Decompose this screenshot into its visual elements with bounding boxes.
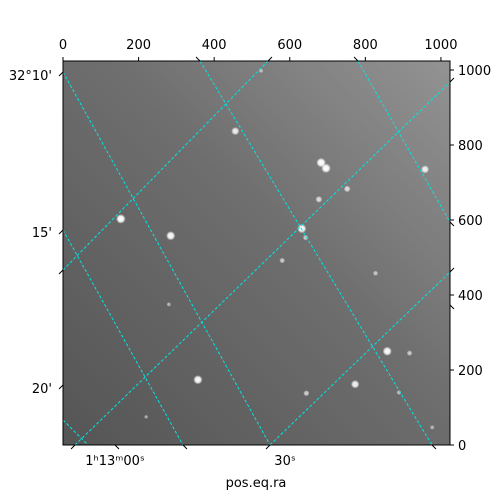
source-18 bbox=[429, 425, 435, 430]
world-tick-mark-6 bbox=[182, 444, 188, 450]
world-tick-mark-4 bbox=[70, 444, 76, 450]
world-tick-mark-3 bbox=[58, 384, 64, 390]
source-0 bbox=[116, 214, 126, 224]
world-tick-mark-15 bbox=[431, 444, 437, 450]
world-tick-mark-1 bbox=[58, 229, 64, 235]
source-8 bbox=[420, 165, 430, 174]
y-right-tick-label-5: 1000 bbox=[458, 64, 491, 79]
world-tick-mark-0 bbox=[58, 71, 64, 77]
source-14 bbox=[350, 379, 360, 389]
world-tick-mark-9 bbox=[267, 56, 273, 62]
world-tick-mark-10 bbox=[353, 56, 359, 62]
y-right-tick-label-0: 0 bbox=[458, 439, 466, 454]
world-tick-mark-7 bbox=[265, 444, 271, 450]
source-21 bbox=[144, 414, 149, 419]
source-17 bbox=[396, 390, 402, 395]
ra-tick-label-0: 1ʰ13ᵐ00ˢ bbox=[85, 454, 145, 469]
grid-line-4 bbox=[63, 61, 269, 271]
source-10 bbox=[302, 234, 309, 241]
grid-line-5 bbox=[74, 81, 450, 445]
grid-line-7 bbox=[63, 419, 89, 445]
grid-line-3 bbox=[357, 61, 450, 223]
grid-line-6 bbox=[269, 271, 450, 445]
world-tick-mark-8 bbox=[195, 56, 201, 62]
y-right-tick-label-1: 200 bbox=[458, 364, 483, 379]
grid-line-1 bbox=[63, 229, 184, 445]
ra-tick-label-1: 30ˢ bbox=[274, 454, 296, 469]
source-15 bbox=[193, 375, 203, 385]
dec-tick-label-2: 20' bbox=[32, 382, 52, 397]
source-9 bbox=[279, 257, 286, 264]
source-13 bbox=[406, 350, 413, 356]
source-19 bbox=[166, 302, 172, 307]
world-tick-mark-2 bbox=[58, 269, 64, 275]
source-layer bbox=[116, 68, 435, 430]
source-1 bbox=[166, 231, 176, 241]
source-4 bbox=[321, 163, 331, 174]
source-7 bbox=[343, 185, 351, 193]
world-tick-mark-14 bbox=[449, 304, 455, 310]
x-top-tick-label-1: 200 bbox=[126, 38, 151, 53]
source-2 bbox=[231, 127, 240, 136]
x-top-tick-label-5: 1000 bbox=[424, 38, 457, 53]
dec-tick-label-1: 15' bbox=[32, 226, 52, 241]
source-12 bbox=[382, 346, 392, 356]
x-axis-title: pos.eq.ra bbox=[226, 476, 287, 491]
grid-line-0 bbox=[63, 71, 271, 445]
source-6 bbox=[315, 196, 323, 203]
y-right-tick-label-4: 800 bbox=[458, 139, 483, 154]
source-11 bbox=[372, 270, 379, 276]
x-top-tick-label-4: 800 bbox=[353, 38, 378, 53]
coordinate-grid bbox=[63, 61, 450, 445]
world-tick-mark-5 bbox=[114, 444, 120, 450]
world-tick-mark-11 bbox=[449, 77, 455, 83]
y-right-tick-label-2: 400 bbox=[458, 289, 483, 304]
x-top-tick-label-2: 400 bbox=[202, 38, 227, 53]
plot-frame bbox=[62, 60, 451, 446]
world-tick-mark-12 bbox=[449, 221, 455, 227]
x-top-tick-label-0: 0 bbox=[59, 38, 67, 53]
source-16 bbox=[303, 390, 310, 397]
image-panel bbox=[63, 61, 450, 445]
world-tick-mark-13 bbox=[449, 267, 455, 273]
x-top-tick-label-3: 600 bbox=[277, 38, 302, 53]
dec-tick-label-0: 32°10' bbox=[9, 69, 52, 84]
y-right-tick-label-3: 600 bbox=[458, 214, 483, 229]
